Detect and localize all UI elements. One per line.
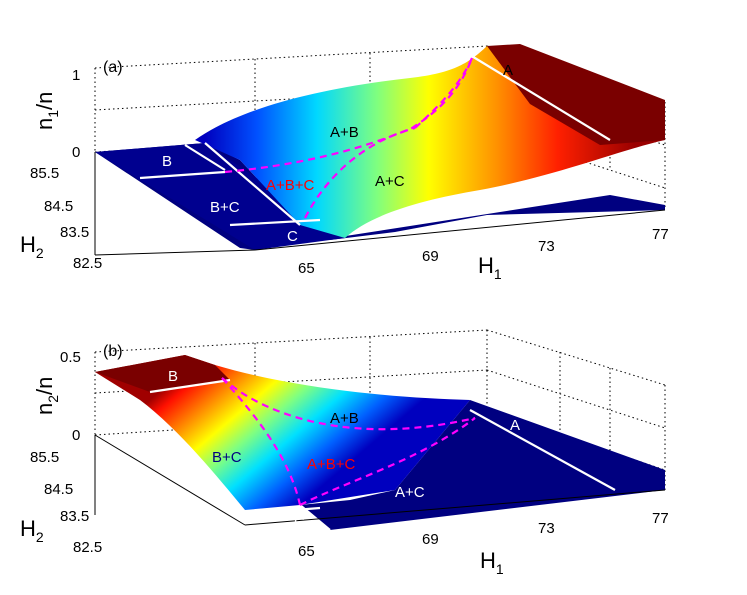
panel-b-ytick: 84.5 bbox=[44, 481, 73, 498]
panel-b-xtick: 77 bbox=[652, 510, 669, 527]
surface-b bbox=[95, 355, 470, 510]
panel-b-region-AB: A+B bbox=[330, 410, 359, 427]
panel-b-xtick: 65 bbox=[298, 543, 315, 560]
panel-b-region-AC: A+C bbox=[395, 484, 425, 501]
phase-boundaries-b bbox=[221, 377, 476, 506]
panel-a-xtick: 77 bbox=[652, 226, 669, 243]
panel-b-xtick: 69 bbox=[422, 531, 439, 548]
svg-text:n2/n: n2/n bbox=[32, 377, 61, 415]
panel-a-region-A: A bbox=[503, 62, 513, 79]
panel-a-ytick: 84.5 bbox=[44, 198, 73, 215]
panel-a-zlabel: n1/n bbox=[32, 92, 61, 130]
panel-a-ztick: 1 bbox=[72, 67, 80, 84]
panel-a bbox=[94, 44, 666, 256]
panel-a-region-AB: A+B bbox=[330, 124, 359, 141]
panel-b-ytick: 82.5 bbox=[73, 539, 102, 556]
panel-b-region-BC: B+C bbox=[212, 449, 242, 466]
panel-b-label: (b) bbox=[103, 343, 123, 360]
panel-a-ytick: 85.5 bbox=[30, 165, 59, 182]
panel-a-xtick: 69 bbox=[422, 248, 439, 265]
panel-a-ytick: 82.5 bbox=[73, 255, 102, 272]
white-boundaries-b bbox=[149, 378, 616, 531]
floor-region-a-left bbox=[95, 143, 345, 250]
panel-a-label: (a) bbox=[103, 59, 123, 76]
panel-a-region-AC: A+C bbox=[375, 173, 405, 190]
white-boundaries-a bbox=[139, 54, 611, 227]
panel-b bbox=[94, 329, 666, 531]
panel-a-ylabel: H2 bbox=[20, 232, 44, 261]
panel-b-xlabel: H1 bbox=[480, 548, 504, 577]
panel-a-xtick: 65 bbox=[298, 260, 315, 277]
panel-a-ztick: 0 bbox=[72, 144, 80, 161]
panel-b-region-C: C bbox=[294, 514, 305, 531]
panel-a-region-C: C bbox=[287, 228, 298, 245]
phase-boundaries-a bbox=[224, 57, 474, 219]
plateau-a bbox=[487, 44, 665, 145]
panel-a-xlabel: H1 bbox=[478, 253, 502, 282]
panel-b-xtick: 73 bbox=[538, 520, 555, 537]
panel-b-region-ABC: A+B+C bbox=[307, 456, 356, 473]
panel-a-ytick: 83.5 bbox=[60, 224, 89, 241]
svg-text:n1/n: n1/n bbox=[32, 92, 61, 130]
panel-b-ylabel: H2 bbox=[20, 516, 44, 545]
floor-edge-a bbox=[94, 152, 666, 256]
panel-a-region-ABC: A+B+C bbox=[266, 177, 315, 194]
panel-b-ztick: 0 bbox=[72, 427, 80, 444]
floor-edge-b bbox=[94, 434, 666, 526]
plateau-b bbox=[95, 355, 230, 392]
panel-a-region-B: B bbox=[162, 153, 172, 170]
panel-a-region-BC: B+C bbox=[210, 199, 240, 216]
panel-b-zlabel: n2/n bbox=[32, 377, 61, 415]
panel-b-ztick: 0.5 bbox=[60, 349, 81, 366]
panel-b-region-A: A bbox=[510, 417, 520, 434]
panel-b-ytick: 83.5 bbox=[60, 508, 89, 525]
panel-a-xtick: 73 bbox=[538, 238, 555, 255]
panel-b-region-B: B bbox=[168, 368, 178, 385]
panel-b-ytick: 85.5 bbox=[30, 449, 59, 466]
